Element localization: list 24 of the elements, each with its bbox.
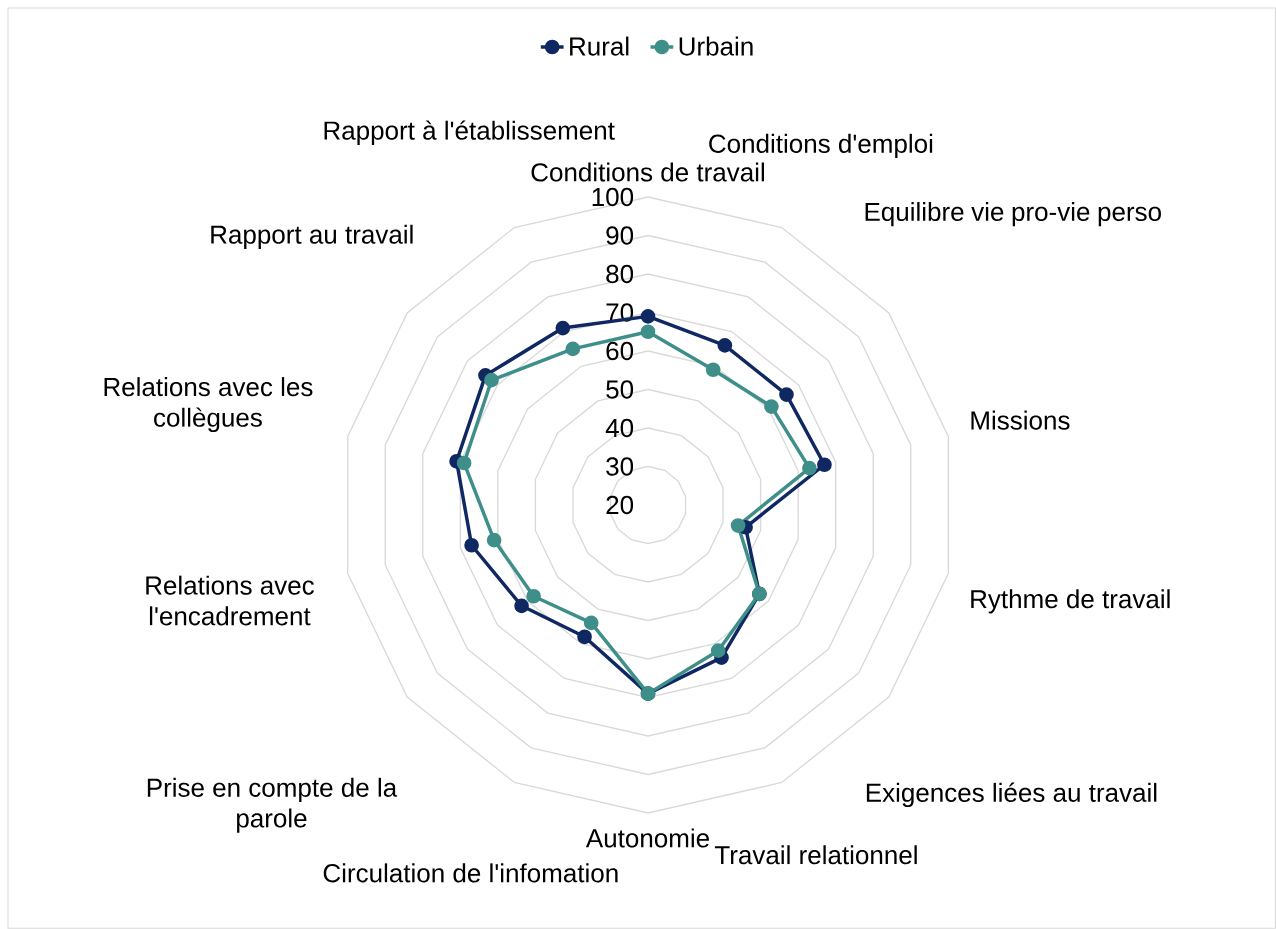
y-tick-label: 60 [606, 341, 634, 361]
y-tick-label: 30 [606, 457, 634, 476]
spoke-label: Prise en compte de la parole [147, 777, 398, 833]
legend-label: Urbain [679, 36, 753, 56]
spoke-label: Autonomie [585, 828, 709, 848]
y-tick-label: 40 [605, 418, 634, 438]
y-tick-label: 50 [606, 380, 634, 399]
spoke-label: Relations avec l'encadrement [146, 575, 314, 626]
spoke-label: Conditions de travail [531, 162, 764, 182]
spoke-label: Travail relationnel [714, 845, 917, 865]
spoke-label: Rapport à l'établissement [324, 120, 615, 145]
y-tick-label: 20 [606, 495, 634, 515]
spoke-label: Circulation de l'infomation [323, 863, 618, 883]
spoke-label: Rapport au travail [211, 224, 413, 249]
spoke-label: Equilibre vie pro-vie perso [865, 201, 1161, 227]
y-tick-label: 90 [606, 226, 634, 245]
spoke-label: Conditions d'emploi [709, 133, 933, 159]
spoke-label: Exigences liées au travail [866, 782, 1157, 808]
y-tick-label: 80 [606, 264, 634, 284]
spoke-label: Relations avec les collègues [104, 377, 313, 433]
spoke-label: Rythme de travail [971, 589, 1170, 614]
legend-label: Rural [570, 36, 629, 56]
spoke-label: Missions [971, 410, 1070, 430]
y-tick-label: 100 [592, 187, 634, 207]
